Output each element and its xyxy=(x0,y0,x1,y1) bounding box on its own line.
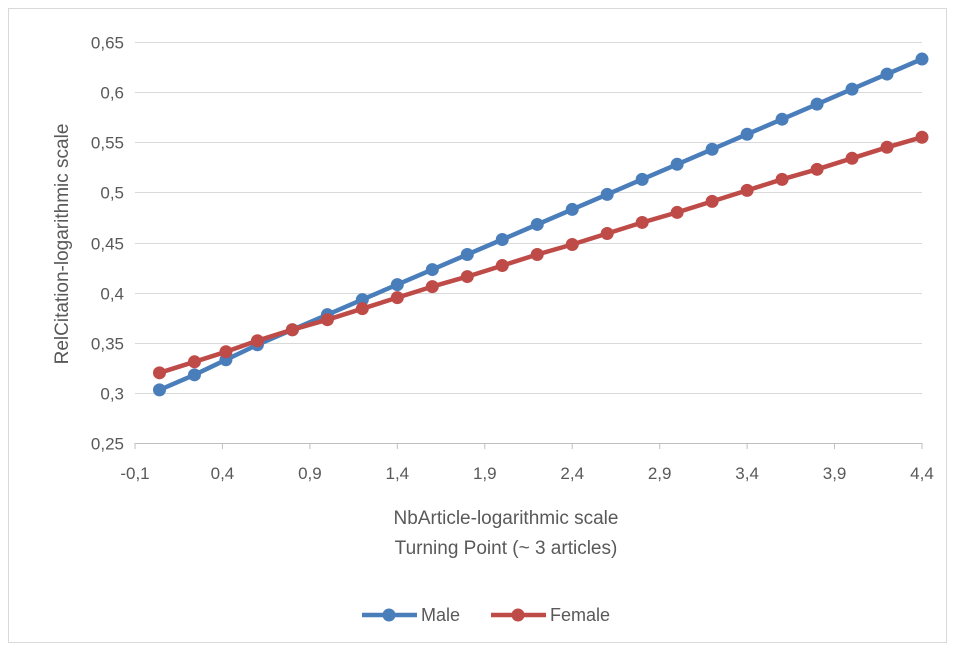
data-point xyxy=(152,383,166,397)
data-point xyxy=(705,142,719,156)
y-tick-label: 0,6 xyxy=(100,84,124,103)
data-point xyxy=(670,157,684,171)
data-point xyxy=(285,323,299,337)
x-tick-label: 0,4 xyxy=(211,464,235,483)
x-tick-label: 0,9 xyxy=(298,464,322,483)
data-point xyxy=(390,278,404,292)
legend-marker xyxy=(382,608,396,622)
data-point xyxy=(565,238,579,252)
x-axis-sublabel: Turning Point (~ 3 articles) xyxy=(395,538,618,559)
data-point xyxy=(705,194,719,208)
x-axis-label: NbArticle-logarithmic scale xyxy=(394,508,619,529)
data-point xyxy=(460,248,474,262)
data-point xyxy=(915,130,929,144)
y-axis-label: RelCitation-logarithmic scale xyxy=(52,124,73,365)
data-point xyxy=(530,217,544,231)
legend-item-male: Male xyxy=(362,605,460,625)
y-tick-label: 0,55 xyxy=(91,134,124,153)
data-point xyxy=(425,263,439,277)
data-point xyxy=(810,97,824,111)
data-point xyxy=(810,162,824,176)
y-tick-label: 0,4 xyxy=(100,285,124,304)
gridlines xyxy=(135,42,922,394)
data-point xyxy=(530,248,544,262)
data-point xyxy=(635,215,649,229)
x-tick-label: 2,4 xyxy=(560,464,584,483)
data-point xyxy=(565,202,579,216)
data-point xyxy=(845,151,859,165)
data-point xyxy=(187,355,201,369)
x-tick-label: 1,4 xyxy=(386,464,410,483)
y-tick-label: 0,5 xyxy=(100,184,124,203)
x-tick-label: -0,1 xyxy=(120,464,149,483)
series-female xyxy=(152,130,929,380)
series-group xyxy=(152,52,929,397)
data-point xyxy=(845,82,859,96)
data-point xyxy=(600,226,614,240)
legend-marker xyxy=(511,608,525,622)
data-point xyxy=(152,366,166,380)
data-point xyxy=(495,232,509,246)
data-point xyxy=(635,172,649,186)
x-axis xyxy=(134,443,923,449)
x-axis-ticks: -0,1 0,4 0,9 1,4 1,9 2,4 2,9 3,4 3,9 4,4 xyxy=(120,464,933,483)
data-point xyxy=(775,112,789,126)
legend: Male Female xyxy=(362,605,610,625)
x-tick-label: 3,9 xyxy=(823,464,847,483)
data-point xyxy=(880,140,894,154)
y-tick-label: 0,45 xyxy=(91,235,124,254)
data-point xyxy=(740,183,754,197)
data-point xyxy=(600,187,614,201)
x-tick-label: 1,9 xyxy=(473,464,497,483)
data-point xyxy=(250,334,264,348)
legend-label: Female xyxy=(550,605,610,625)
data-point xyxy=(880,67,894,81)
data-point xyxy=(670,205,684,219)
data-point xyxy=(740,127,754,141)
data-point xyxy=(775,172,789,186)
data-point xyxy=(219,345,233,359)
y-tick-label: 0,65 xyxy=(91,34,124,53)
x-tick-label: 3,4 xyxy=(735,464,759,483)
data-point xyxy=(355,293,369,307)
data-point xyxy=(390,291,404,305)
data-point xyxy=(355,302,369,316)
data-point xyxy=(320,313,334,327)
data-point xyxy=(425,280,439,294)
y-tick-label: 0,3 xyxy=(100,385,124,404)
x-tick-label: 4,4 xyxy=(910,464,934,483)
y-tick-label: 0,35 xyxy=(91,335,124,354)
legend-label: Male xyxy=(421,605,460,625)
data-point xyxy=(915,52,929,66)
data-point xyxy=(460,270,474,284)
data-point xyxy=(187,368,201,382)
y-axis-ticks: 0,25 0,3 0,35 0,4 0,45 0,5 0,55 0,6 0,65 xyxy=(91,34,124,454)
x-tick-label: 2,9 xyxy=(648,464,672,483)
legend-item-female: Female xyxy=(491,605,610,625)
y-tick-label: 0,25 xyxy=(91,435,124,454)
data-point xyxy=(495,259,509,273)
